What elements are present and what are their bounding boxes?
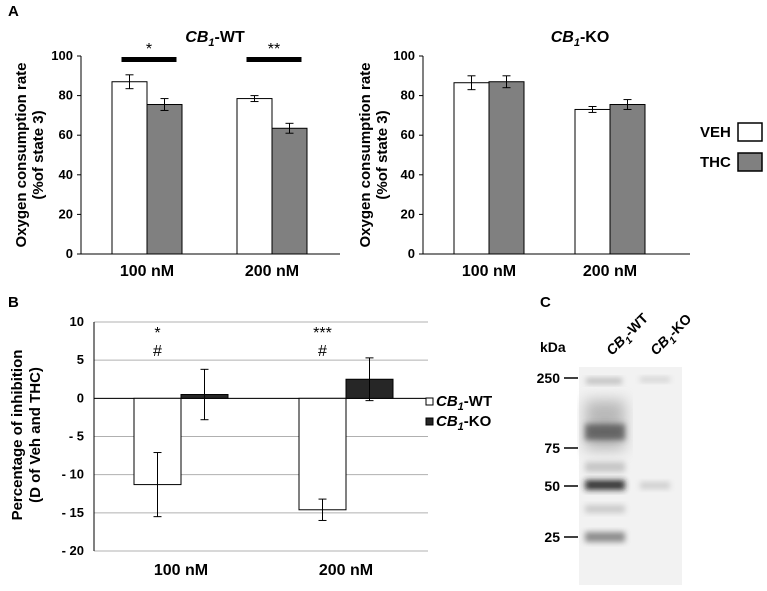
a-wt-sig-bar-1 [246,57,302,62]
a-ko-ytick-label: 20 [401,206,415,221]
legend-label-thc: THC [700,154,731,171]
a-ko-ytick-label: 100 [393,48,415,63]
a-ko-category-label: 200 nM [583,263,637,280]
b-bar-wt-1 [298,397,347,511]
chart-a-wt-ylabel-line2: (%of state 3) [30,110,47,199]
a-ko-bar-veh-1 [574,108,611,255]
panel-label-b: B [8,294,19,311]
western-blot: kDa CB1-WT CB1-KO 250 75 50 25 [537,310,698,585]
b-ytick-label: 10 [70,314,84,329]
b-ytick-label: - 15 [62,505,84,520]
blot-marker-label-75: 75 [544,440,560,456]
blot-lane-wt: CB1-WT [603,310,654,361]
band-wt-60kda [585,462,625,472]
b-hash-annotation-1: # [318,343,327,360]
a-wt-category-label: 100 nM [120,263,174,280]
b-legend-swatch-ko [425,417,434,426]
chart-a-ko-ylabel-line2: (%of state 3) [374,110,391,199]
legend-label-veh: VEH [700,124,731,141]
legend-swatch-veh [737,122,763,142]
b-ytick-label: 0 [77,390,84,405]
b-star-annotation-0: * [154,325,160,342]
chart-a-wt-ylabel-line1: Oxygen consumption rate [13,62,30,247]
b-ytick-label: 5 [77,352,84,367]
a-wt-category-label: 200 nM [245,263,299,280]
band-wt-80kda [585,424,625,440]
a-wt-ytick-label: 80 [59,88,73,103]
b-ytick-label: - 5 [69,429,84,444]
b-star-annotation-1: *** [313,325,332,342]
band-ko-250kda [640,377,670,382]
band-ko-50kda [640,482,670,489]
legend-swatch-thc [737,152,763,172]
b-hash-annotation-0: # [153,343,162,360]
chart-b-ylabel-line1: Percentage of inhibition [9,350,26,521]
a-wt-bar-veh-1 [236,98,273,255]
a-wt-ytick-label: 20 [59,206,73,221]
chart-a-ko-title: CB1-KO [551,29,610,49]
a-wt-bar-thc-1 [271,127,308,255]
band-wt-250kda [586,378,622,384]
blot-membrane [579,367,682,585]
b-ytick-label: - 20 [62,543,84,558]
a-wt-ytick-label: 60 [59,127,73,142]
chart-a-ko-ylabel-line1: Oxygen consumption rate [357,62,374,247]
a-wt-sig-label-0: * [146,41,152,58]
band-wt-40kda [585,505,625,513]
a-ko-ytick-label: 60 [401,127,415,142]
a-wt-ytick-label: 0 [66,246,73,261]
b-legend-label-wt: CB1-WT [436,393,492,413]
panel-label-a: A [8,3,19,20]
a-wt-sig-bar-0 [121,57,177,62]
a-wt-bar-thc-0 [146,104,183,255]
a-ko-category-label: 100 nM [462,263,516,280]
blot-marker-label-50: 50 [544,478,560,494]
a-ko-bar-thc-0 [488,81,525,255]
b-ytick-label: - 10 [62,467,84,482]
blot-marker-label-250: 250 [537,370,561,386]
blot-lane-ko: CB1-KO [647,310,698,361]
a-wt-bar-veh-0 [111,81,148,255]
a-ko-ytick-label: 80 [401,88,415,103]
blot-marker-label-25: 25 [544,529,560,545]
chart-b-ylabel-line2: (D of Veh and THC) [27,367,44,503]
blot-unit-label: kDa [540,339,566,355]
band-wt-25kda [585,532,625,542]
chart-a-wt-title: CB1-WT [185,29,245,49]
a-ko-ytick-label: 0 [408,246,415,261]
a-ko-ytick-label: 40 [401,167,415,182]
chart-a-wt: CB1-WT Oxygen consumption rate (%of stat… [13,29,340,280]
b-category-label: 200 nM [319,562,373,579]
a-wt-ytick-label: 100 [51,48,73,63]
chart-b: Percentage of inhibition (D of Veh and T… [9,314,492,579]
a-ko-bar-thc-1 [609,104,646,255]
band-wt-50kda [585,480,625,490]
b-legend-swatch-wt [425,397,434,406]
panel-label-c: C [540,294,551,311]
b-category-label: 100 nM [154,562,208,579]
b-legend-label-ko: CB1-KO [436,413,492,433]
a-wt-ytick-label: 40 [59,167,73,182]
a-ko-bar-veh-0 [453,82,490,255]
chart-a-ko: CB1-KO Oxygen consumption rate (%of stat… [357,29,763,280]
a-wt-sig-label-1: ** [268,41,280,58]
